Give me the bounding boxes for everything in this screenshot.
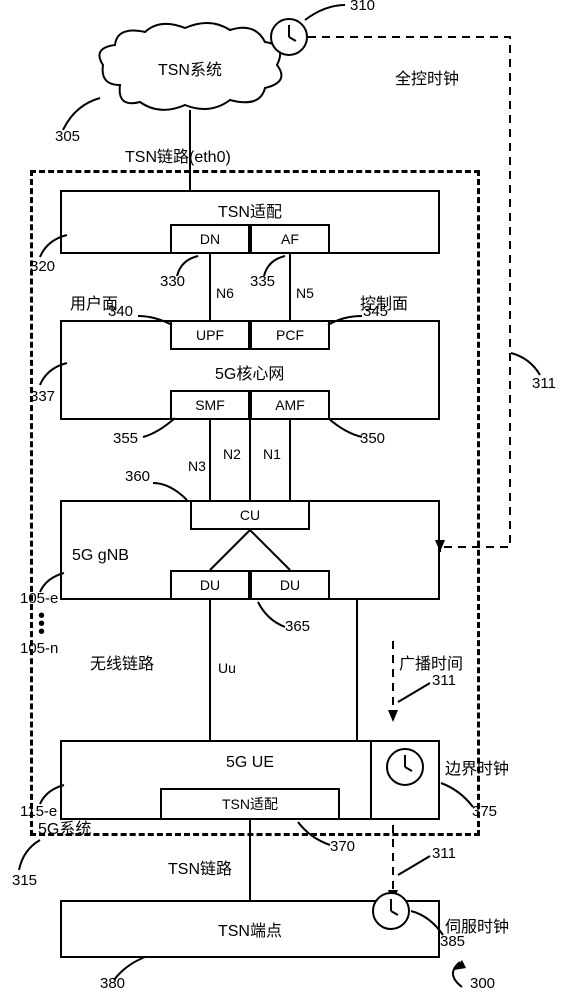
ref-380: 380 bbox=[100, 975, 125, 992]
gnb-label: 5G gNB bbox=[72, 547, 129, 565]
link-uu bbox=[208, 600, 212, 740]
core-net-label: 5G核心网 bbox=[215, 360, 284, 384]
ref-360: 360 bbox=[125, 468, 150, 485]
lead-370 bbox=[295, 820, 335, 847]
link-n3 bbox=[208, 420, 212, 500]
ref-311b: 311 bbox=[432, 672, 456, 689]
cloud-label: TSN系统 bbox=[158, 56, 222, 80]
link-bottom bbox=[248, 820, 252, 900]
ref-310: 310 bbox=[350, 0, 375, 14]
ref-315: 315 bbox=[12, 872, 37, 889]
top-link-label: TSN链路(eth0) bbox=[125, 143, 231, 167]
ue-adapt-label: TSN适配 bbox=[222, 794, 278, 814]
lead-355 bbox=[140, 415, 180, 440]
tsn-system-cloud: TSN系统 bbox=[95, 20, 285, 115]
n3-label: N3 bbox=[188, 458, 206, 474]
ue-adapt-box: TSN适配 bbox=[160, 788, 340, 820]
lead-340 bbox=[135, 313, 175, 333]
upf-label: UPF bbox=[196, 327, 224, 343]
tsn-adapt-label: TSN适配 bbox=[218, 198, 282, 222]
lead-310 bbox=[300, 0, 350, 25]
upf-box: UPF bbox=[170, 320, 250, 350]
boundary-clock-label: 边界时钟 bbox=[445, 755, 509, 779]
bottom-link-label: TSN链路 bbox=[168, 855, 232, 879]
link-n6 bbox=[208, 254, 212, 320]
ref-105n: 105-n bbox=[20, 640, 58, 657]
lead-311c bbox=[395, 853, 435, 878]
ref-375: 375 bbox=[472, 803, 497, 820]
link-n2 bbox=[248, 420, 252, 500]
lead-315 bbox=[15, 838, 45, 873]
wireless-label: 无线链路 bbox=[90, 650, 154, 674]
ref-300: 300 bbox=[470, 975, 495, 992]
dn-label: DN bbox=[200, 231, 220, 247]
ref-370: 370 bbox=[330, 838, 355, 855]
ref-311c: 311 bbox=[432, 845, 456, 862]
ref-335: 335 bbox=[250, 273, 275, 290]
n2-label: N2 bbox=[223, 446, 241, 462]
uu-label: Uu bbox=[218, 660, 236, 676]
ref-385: 385 bbox=[440, 933, 465, 950]
ref-340: 340 bbox=[108, 303, 133, 320]
ref-311a: 311 bbox=[532, 375, 556, 392]
boundary-clock-icon bbox=[386, 748, 424, 786]
dn-box: DN bbox=[170, 224, 250, 254]
ref-337: 337 bbox=[30, 388, 55, 405]
du1-box: DU bbox=[170, 570, 250, 600]
dots-icon: ••• bbox=[38, 612, 45, 636]
smf-label: SMF bbox=[195, 397, 225, 413]
lead-311b bbox=[395, 680, 435, 710]
n6-label: N6 bbox=[216, 285, 234, 301]
system-label: 5G系统 bbox=[38, 815, 91, 839]
du1-label: DU bbox=[200, 577, 220, 593]
n1-label: N1 bbox=[263, 446, 281, 462]
ref-330: 330 bbox=[160, 273, 185, 290]
cu-label: CU bbox=[240, 507, 260, 523]
ref-320: 320 bbox=[30, 258, 55, 275]
ref-305: 305 bbox=[55, 128, 80, 145]
lead-337 bbox=[35, 360, 70, 390]
smf-box: SMF bbox=[170, 390, 250, 420]
ref-355: 355 bbox=[113, 430, 138, 447]
ue-label: 5G UE bbox=[226, 754, 274, 772]
endpoint-label: TSN端点 bbox=[218, 917, 282, 941]
servo-clock-icon bbox=[372, 892, 410, 930]
